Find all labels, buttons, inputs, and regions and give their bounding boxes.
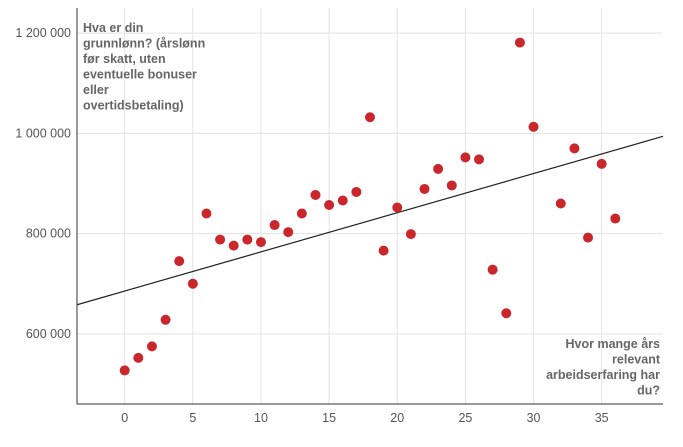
- data-point: [501, 308, 512, 319]
- data-points: [119, 37, 621, 376]
- data-point: [596, 158, 607, 169]
- data-point: [337, 195, 348, 206]
- x-tick-label: 20: [390, 411, 404, 425]
- data-point: [215, 234, 226, 245]
- x-tick-label: 5: [189, 411, 196, 425]
- x-tick-label: 15: [322, 411, 336, 425]
- data-point: [119, 365, 130, 376]
- y-tick-label: 800 000: [26, 227, 71, 241]
- data-point: [378, 245, 389, 256]
- data-point: [133, 352, 144, 363]
- y-tick-label: 1 000 000: [15, 126, 71, 140]
- data-point: [446, 180, 457, 191]
- data-point: [174, 256, 185, 267]
- data-point: [610, 213, 621, 224]
- y-axis-title: Hva er din grunnlønn? (årslønn før skatt, …: [83, 21, 205, 113]
- data-point: [228, 240, 239, 251]
- axis-titles: Hva er din grunnlønn? (årslønn før skatt, …: [83, 21, 661, 398]
- data-point: [569, 143, 580, 154]
- data-point: [146, 341, 157, 352]
- x-axis-title: Hvor mange års relevant arbeidserfaring ha…: [546, 337, 661, 398]
- x-tick-label: 35: [595, 411, 609, 425]
- data-point: [160, 314, 171, 325]
- data-point: [555, 198, 566, 209]
- data-point: [460, 152, 471, 163]
- data-point: [528, 121, 539, 132]
- data-point: [583, 232, 594, 243]
- data-point: [324, 199, 335, 210]
- data-point: [283, 227, 294, 238]
- x-axis-title-line: Hvor mange års: [566, 337, 661, 351]
- x-tick-label: 30: [527, 411, 541, 425]
- data-point: [255, 237, 266, 248]
- y-axis-title-line: før skatt, uten: [83, 52, 166, 66]
- x-axis-title-line: du?: [637, 384, 660, 398]
- data-point: [201, 208, 212, 219]
- data-point: [187, 278, 198, 289]
- x-axis-title-line: relevant: [612, 353, 661, 367]
- data-point: [514, 37, 525, 48]
- y-tick-label: 1 200 000: [15, 26, 71, 40]
- data-point: [242, 234, 253, 245]
- y-axis-title-line: grunnlønn? (årslønn: [83, 37, 205, 51]
- data-point: [419, 183, 430, 194]
- data-point: [269, 220, 280, 231]
- data-point: [474, 154, 485, 165]
- data-point: [365, 112, 375, 123]
- x-tick-label: 10: [254, 411, 268, 425]
- y-axis-title-line: Hva er din: [83, 21, 143, 35]
- x-axis-title-line: arbeidserfaring har: [546, 368, 660, 382]
- tick-labels: 0 5 10 15 20 25 30 35 600 000 800 000 1 000 000 1 2…: [15, 26, 608, 425]
- data-point: [392, 202, 403, 213]
- trendline-layer: [76, 135, 664, 306]
- y-tick-label: 600 000: [26, 327, 71, 341]
- data-point: [405, 229, 416, 240]
- trendline: [76, 135, 664, 306]
- axes: [76, 8, 663, 405]
- data-point: [296, 208, 307, 219]
- x-tick-label: 0: [121, 411, 128, 425]
- data-point: [351, 186, 362, 197]
- y-axis-title-line: eventuelle bonuser: [83, 68, 197, 82]
- x-tick-label: 25: [458, 411, 472, 425]
- y-axis-title-line: eller: [83, 83, 109, 97]
- data-point: [433, 163, 444, 174]
- y-axis-title-line: overtidsbetaling): [83, 99, 184, 113]
- data-point: [310, 189, 321, 200]
- data-point: [487, 264, 498, 275]
